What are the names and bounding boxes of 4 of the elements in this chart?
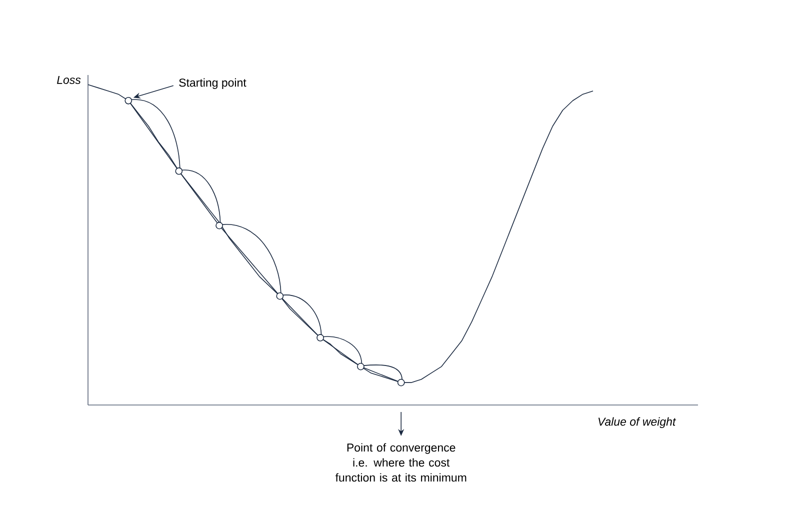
y-axis-title: Loss — [56, 76, 81, 84]
x-axis-title: Value of weight — [598, 417, 676, 428]
text: Point of convergence i.e. where the cost function is at its minimum — [335, 443, 466, 482]
annotation: Starting point — [179, 78, 246, 89]
